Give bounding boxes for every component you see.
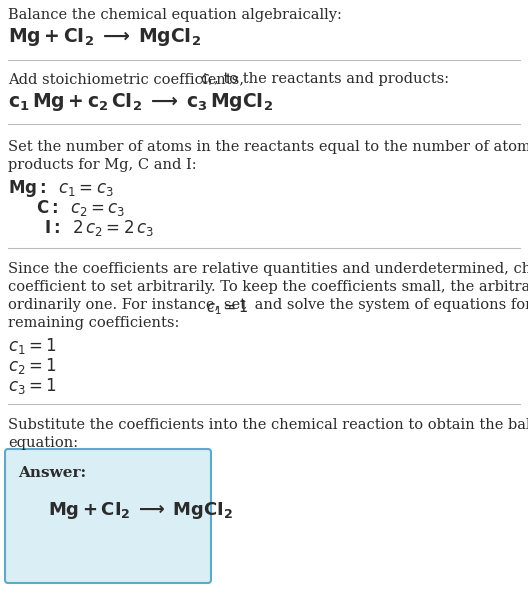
Text: products for Mg, C and I:: products for Mg, C and I: xyxy=(8,158,196,172)
Text: $c_1 = 1$: $c_1 = 1$ xyxy=(8,336,56,356)
Text: Since the coefficients are relative quantities and underdetermined, choose a: Since the coefficients are relative quan… xyxy=(8,262,528,276)
Text: ordinarily one. For instance, set: ordinarily one. For instance, set xyxy=(8,298,251,312)
Text: $\mathbf{Mg:}\;\;c_1 = c_3$: $\mathbf{Mg:}\;\;c_1 = c_3$ xyxy=(8,178,114,199)
Text: $\mathbf{I:}\;\;2\,c_2 = 2\,c_3$: $\mathbf{I:}\;\;2\,c_2 = 2\,c_3$ xyxy=(44,218,154,238)
Text: $c_i$: $c_i$ xyxy=(201,72,213,88)
Text: coefficient to set arbitrarily. To keep the coefficients small, the arbitrary va: coefficient to set arbitrarily. To keep … xyxy=(8,280,528,294)
Text: Balance the chemical equation algebraically:: Balance the chemical equation algebraica… xyxy=(8,8,342,22)
Text: equation:: equation: xyxy=(8,436,78,450)
Text: $c_3 = 1$: $c_3 = 1$ xyxy=(8,376,56,396)
Text: $c_2 = 1$: $c_2 = 1$ xyxy=(8,356,56,376)
Text: Set the number of atoms in the reactants equal to the number of atoms in the: Set the number of atoms in the reactants… xyxy=(8,140,528,154)
Text: $\mathbf{C:}\;\;c_2 = c_3$: $\mathbf{C:}\;\;c_2 = c_3$ xyxy=(36,198,126,218)
Text: $\mathbf{Mg + CI_2 \;\longrightarrow\; MgCI_2}$: $\mathbf{Mg + CI_2 \;\longrightarrow\; M… xyxy=(48,500,233,521)
Text: and solve the system of equations for the: and solve the system of equations for th… xyxy=(250,298,528,312)
Text: $\mathbf{c_1\, Mg + c_2\, CI_2 \;\longrightarrow\; c_3\, MgCI_2}$: $\mathbf{c_1\, Mg + c_2\, CI_2 \;\longri… xyxy=(8,91,273,113)
FancyBboxPatch shape xyxy=(5,449,211,583)
Text: $c_1 = 1$: $c_1 = 1$ xyxy=(206,298,249,317)
Text: remaining coefficients:: remaining coefficients: xyxy=(8,316,180,330)
Text: Substitute the coefficients into the chemical reaction to obtain the balanced: Substitute the coefficients into the che… xyxy=(8,418,528,432)
Text: $\mathbf{Mg + CI_2 \;\longrightarrow\; MgCI_2}$: $\mathbf{Mg + CI_2 \;\longrightarrow\; M… xyxy=(8,26,201,48)
Text: Answer:: Answer: xyxy=(18,466,86,480)
Text: , to the reactants and products:: , to the reactants and products: xyxy=(214,72,449,86)
Text: Add stoichiometric coefficients,: Add stoichiometric coefficients, xyxy=(8,72,249,86)
